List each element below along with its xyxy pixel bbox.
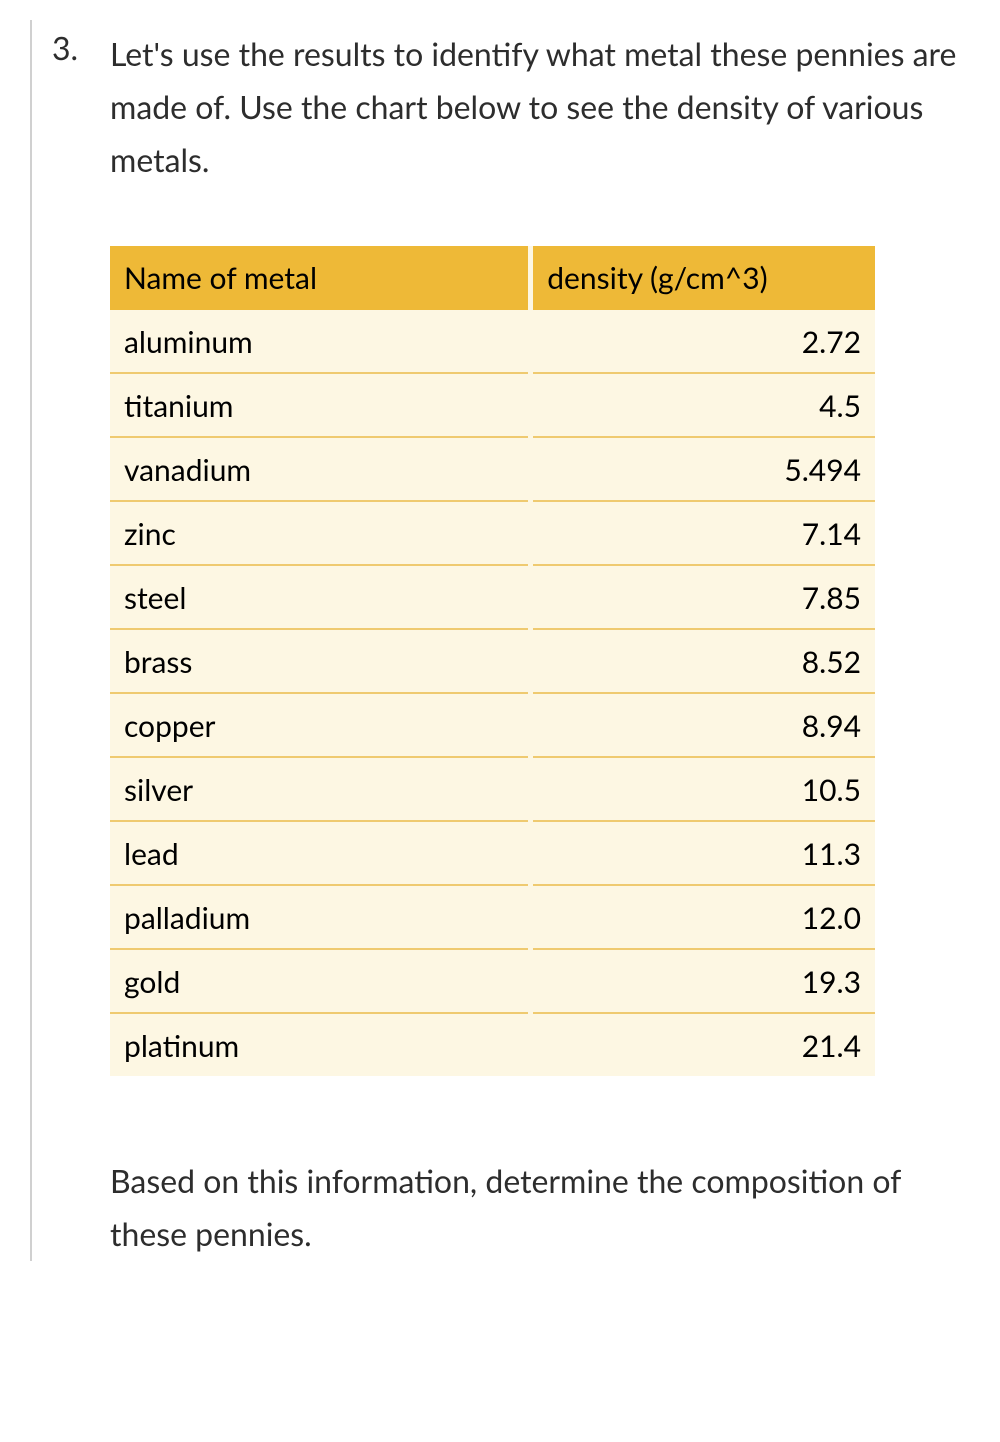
table-row: silver 10.5 [110, 757, 875, 821]
metal-name-cell: platinum [110, 1013, 531, 1076]
density-value-cell: 19.3 [531, 949, 875, 1013]
density-value-cell: 10.5 [531, 757, 875, 821]
table-header-row: Name of metal density (g/cm^3) [110, 246, 875, 310]
density-value-cell: 7.14 [531, 501, 875, 565]
table-row: lead 11.3 [110, 821, 875, 885]
metal-name-cell: silver [110, 757, 531, 821]
metal-name-cell: lead [110, 821, 531, 885]
density-table: Name of metal density (g/cm^3) aluminum … [110, 246, 875, 1076]
question-number: 3. [32, 20, 92, 1261]
table-row: gold 19.3 [110, 949, 875, 1013]
table-row: titanium 4.5 [110, 373, 875, 437]
table-row: copper 8.94 [110, 693, 875, 757]
question-container: 3. Let's use the results to identify wha… [30, 20, 970, 1261]
density-table-wrapper: Name of metal density (g/cm^3) aluminum … [110, 246, 875, 1076]
density-value-cell: 5.494 [531, 437, 875, 501]
header-density: density (g/cm^3) [531, 246, 875, 310]
metal-name-cell: zinc [110, 501, 531, 565]
metal-name-cell: aluminum [110, 310, 531, 373]
table-row: platinum 21.4 [110, 1013, 875, 1076]
metal-name-cell: palladium [110, 885, 531, 949]
table-row: aluminum 2.72 [110, 310, 875, 373]
density-value-cell: 4.5 [531, 373, 875, 437]
metal-name-cell: copper [110, 693, 531, 757]
density-value-cell: 8.94 [531, 693, 875, 757]
density-value-cell: 21.4 [531, 1013, 875, 1076]
table-row: palladium 12.0 [110, 885, 875, 949]
density-value-cell: 8.52 [531, 629, 875, 693]
density-value-cell: 7.85 [531, 565, 875, 629]
metal-name-cell: gold [110, 949, 531, 1013]
question-body: Let's use the results to identify what m… [110, 20, 970, 1261]
table-row: steel 7.85 [110, 565, 875, 629]
table-body: aluminum 2.72 titanium 4.5 vanadium 5.49… [110, 310, 875, 1076]
table-row: brass 8.52 [110, 629, 875, 693]
density-value-cell: 12.0 [531, 885, 875, 949]
question-followup: Based on this information, determine the… [110, 1155, 970, 1261]
metal-name-cell: vanadium [110, 437, 531, 501]
metal-name-cell: titanium [110, 373, 531, 437]
table-row: vanadium 5.494 [110, 437, 875, 501]
density-value-cell: 11.3 [531, 821, 875, 885]
question-prompt: Let's use the results to identify what m… [110, 28, 970, 186]
header-name: Name of metal [110, 246, 531, 310]
density-value-cell: 2.72 [531, 310, 875, 373]
table-row: zinc 7.14 [110, 501, 875, 565]
metal-name-cell: brass [110, 629, 531, 693]
metal-name-cell: steel [110, 565, 531, 629]
